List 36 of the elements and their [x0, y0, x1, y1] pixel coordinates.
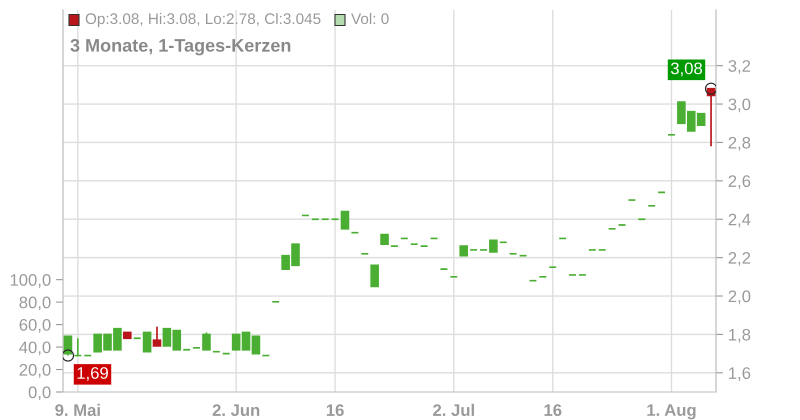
y2-tick-label: 80,0: [19, 296, 51, 310]
y-tick-label: 2,0: [728, 290, 750, 304]
candlestick: [340, 210, 350, 230]
candlestick: [142, 332, 152, 353]
y-tick-label: 2,2: [728, 252, 750, 266]
candlestick: [489, 240, 498, 253]
annotation: 3,08: [670, 62, 702, 76]
y2-tick-label: 20,0: [20, 364, 51, 378]
x-tick-label: 16: [544, 404, 562, 416]
annotation: Op:3.08, Hi:3.08, Lo:2.78, Cl:3.045: [86, 12, 320, 28]
candlestick: [459, 245, 468, 257]
y2-tick-label: 40,0: [19, 341, 51, 356]
candlestick: [370, 264, 379, 288]
x-tick-label: 9. Mai: [55, 404, 100, 416]
y2-tick-label: 100,0: [10, 274, 51, 288]
y-tick-label: 3,0: [728, 98, 750, 112]
y-tick-label: 2,8: [728, 136, 750, 151]
annotation: 1,69: [78, 367, 108, 381]
y-tick-label: 3,2: [728, 60, 750, 74]
candlestick: [152, 326, 162, 347]
annotation: Vol: 0: [351, 12, 389, 24]
x-tick-label: 2. Jun: [212, 404, 260, 416]
x-tick-label: 1. Aug: [647, 404, 696, 420]
y-tick-label: 1,6: [729, 367, 750, 381]
x-tick-label: 16: [326, 404, 344, 416]
x-tick-label: 2. Jul: [433, 404, 474, 416]
y-tick-label: 1,8: [729, 328, 750, 343]
text: 3 Monate, 1-Tages-Kerzen: [70, 38, 290, 56]
y-tick-label: 2,6: [728, 175, 750, 190]
candlestick: [74, 337, 82, 356]
candlestick: [202, 332, 211, 351]
y2-tick-label: 60,0: [20, 318, 51, 333]
y-tick-label: 2,4: [728, 214, 750, 228]
candlestick: [380, 234, 389, 246]
candlestick: [64, 335, 72, 356]
y2-tick-label: 0,0: [28, 386, 51, 400]
